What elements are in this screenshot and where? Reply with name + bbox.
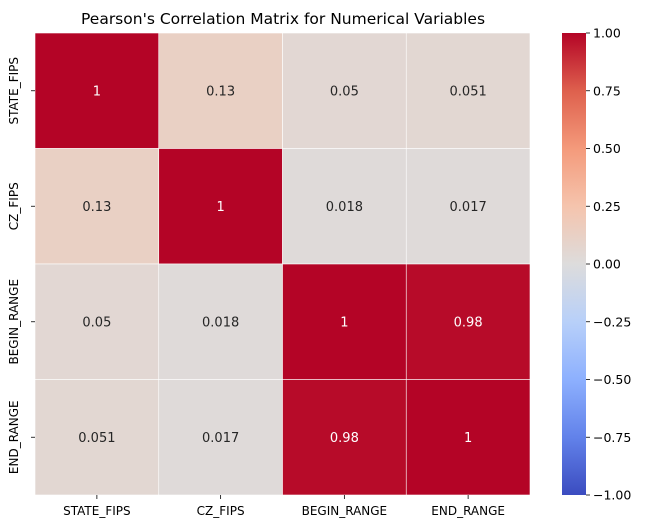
cell-value-0-2: 0.05 <box>330 84 359 99</box>
colorbar-tick-label-4: 0.00 <box>593 257 621 272</box>
colorbar-tick-label-5: −0.25 <box>593 314 631 329</box>
colorbar-tick-label-8: −1.00 <box>593 488 631 503</box>
cell-value-2-3: 0.98 <box>454 315 483 330</box>
cell-value-1-2: 0.018 <box>326 200 363 215</box>
cell-value-3-1: 0.017 <box>202 431 239 446</box>
x-tick-label-2: BEGIN_RANGE <box>302 504 388 518</box>
x-tick-label-3: END_RANGE <box>431 504 505 518</box>
heatmap-cell-3-2 <box>282 379 407 496</box>
heatmap-cell-0-2 <box>282 32 407 149</box>
y-tick-label-1: CZ_FIPS <box>7 182 21 230</box>
heatmap-cells: 1 0.13 0.05 0.051 0.13 1 0.018 0.017 0.05 0.018 1 0… <box>34 32 531 496</box>
cell-value-0-3: 0.051 <box>450 84 487 99</box>
heatmap-cell-3-3 <box>405 379 531 496</box>
colorbar-tick-label-3: 0.25 <box>593 199 621 214</box>
cell-value-3-3: 1 <box>464 431 472 446</box>
cell-value-2-1: 0.018 <box>202 315 239 330</box>
colorbar-tick-label-6: −0.50 <box>593 372 631 387</box>
cell-value-2-2: 1 <box>340 315 348 330</box>
heatmap-cell-0-0 <box>34 32 160 149</box>
heatmap-cell-2-1 <box>158 263 283 380</box>
heatmap-cell-0-3 <box>405 32 531 149</box>
colorbar <box>562 33 586 495</box>
cell-value-1-0: 0.13 <box>82 200 111 215</box>
heatmap-cell-1-0 <box>34 148 160 265</box>
colorbar-tick-label-1: 0.75 <box>593 83 621 98</box>
colorbar-tick-label-7: −0.75 <box>593 430 631 445</box>
chart-title: Pearson's Correlation Matrix for Numeric… <box>81 10 485 28</box>
x-tick-label-0: STATE_FIPS <box>63 504 131 518</box>
cell-value-0-0: 1 <box>93 84 101 99</box>
cell-value-3-0: 0.051 <box>78 431 115 446</box>
colorbar-tick-label-0: 1.00 <box>593 26 621 41</box>
cell-value-2-0: 0.05 <box>82 315 111 330</box>
y-tick-label-2: BEGIN_RANGE <box>7 279 21 365</box>
cell-value-3-2: 0.98 <box>330 431 359 446</box>
heatmap-cell-1-3 <box>405 148 531 265</box>
heatmap-cell-1-2 <box>282 148 407 265</box>
heatmap-cell-0-1 <box>158 32 283 149</box>
x-tick-label-1: CZ_FIPS <box>197 504 245 518</box>
y-axis-ticks: STATE_FIPS CZ_FIPS BEGIN_RANGE END_RANGE <box>7 57 35 474</box>
y-tick-label-0: STATE_FIPS <box>7 57 21 125</box>
colorbar-ticks: 1.00 0.75 0.50 0.25 0.00 −0.25 −0.50 −0.75 −1.00 <box>586 26 631 503</box>
heatmap-cell-1-1 <box>158 148 283 265</box>
cell-value-0-1: 0.13 <box>206 84 235 99</box>
x-axis-ticks: STATE_FIPS CZ_FIPS BEGIN_RANGE END_RANGE <box>63 495 505 518</box>
colorbar-tick-label-2: 0.50 <box>593 141 621 156</box>
heatmap-cell-3-0 <box>34 379 160 496</box>
cell-value-1-1: 1 <box>216 200 224 215</box>
heatmap-cell-2-3 <box>405 263 531 380</box>
y-tick-label-3: END_RANGE <box>7 400 21 474</box>
heatmap-cell-3-1 <box>158 379 283 496</box>
cell-value-1-3: 0.017 <box>450 200 487 215</box>
